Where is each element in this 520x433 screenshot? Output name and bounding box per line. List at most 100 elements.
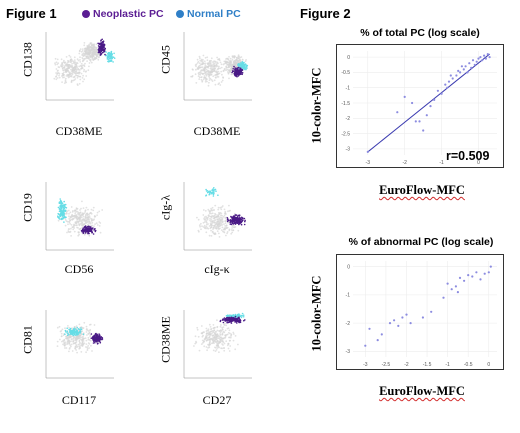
neoplastic-pc-event <box>239 67 241 69</box>
normal-pc-event <box>232 315 234 318</box>
panel-axes <box>183 182 252 251</box>
normal-pc-event <box>79 330 81 332</box>
background-event <box>231 56 234 59</box>
normal-pc-event <box>76 331 79 333</box>
neoplastic-pc-event <box>96 335 98 338</box>
panel-axes <box>45 182 114 251</box>
background-event <box>198 349 201 352</box>
data-point <box>475 60 478 63</box>
normal-pc-event <box>106 58 109 60</box>
neoplastic-pc-event <box>92 336 95 338</box>
background-event <box>222 220 224 223</box>
background-event <box>203 216 206 218</box>
data-point <box>388 322 392 325</box>
background-event <box>197 75 200 77</box>
background-event <box>205 339 208 342</box>
background-event <box>69 223 71 225</box>
background-event <box>71 214 73 217</box>
background-event <box>81 53 84 56</box>
neoplastic-pc-event <box>239 321 242 323</box>
background-event <box>216 319 218 322</box>
neoplastic-pc-events <box>97 38 106 56</box>
background-event <box>84 57 86 60</box>
flow-panel-svg <box>45 182 114 251</box>
background-event <box>233 56 236 59</box>
neoplastic-pc-event <box>241 73 243 76</box>
neoplastic-pc-event <box>237 317 239 320</box>
background-event <box>220 66 223 69</box>
background-event <box>229 345 232 347</box>
background-event <box>224 217 227 219</box>
background-event <box>225 62 227 65</box>
background-event <box>86 212 88 215</box>
background-event <box>226 61 229 63</box>
background-event <box>221 326 223 329</box>
background-event <box>59 330 62 333</box>
background-event <box>70 206 73 208</box>
background-event <box>228 336 230 339</box>
background-event <box>82 80 84 83</box>
normal-pc-event <box>113 52 115 55</box>
background-event <box>206 70 209 73</box>
background-event <box>86 44 89 47</box>
background-event <box>76 351 78 354</box>
background-event <box>221 73 223 76</box>
chart1-svg: -3 -2 -1 0 -3 -2.5 -2 -1.5 -1 -0.5 0 <box>341 51 497 166</box>
background-event <box>77 337 80 340</box>
background-event <box>205 231 208 234</box>
normal-pc-event <box>61 207 63 209</box>
data-point <box>450 288 453 291</box>
background-event <box>230 73 233 76</box>
normal-pc-event <box>71 334 74 336</box>
background-event <box>197 335 200 338</box>
background-event <box>222 330 225 333</box>
background-event <box>79 61 82 63</box>
background-event <box>208 77 211 79</box>
normal-pc-event <box>244 63 247 66</box>
background-event <box>68 54 71 57</box>
neoplastic-pc-event <box>225 318 227 320</box>
background-event <box>66 73 69 76</box>
background-event <box>219 325 222 328</box>
neoplastic-pc-event <box>98 340 100 342</box>
background-event <box>225 66 228 69</box>
background-event <box>70 81 73 84</box>
normal-pc-event <box>246 64 249 67</box>
background-event <box>70 59 72 62</box>
background-event <box>82 215 85 218</box>
background-event <box>81 342 84 344</box>
neoplastic-pc-event <box>101 51 104 54</box>
background-event <box>210 337 213 340</box>
background-event <box>98 210 101 213</box>
neoplastic-pc-event <box>236 215 239 217</box>
background-event <box>61 68 64 70</box>
background-event <box>64 337 67 340</box>
background-event <box>65 81 68 84</box>
normal-pc-events <box>64 326 85 337</box>
figure2-title: Figure 2 <box>300 6 351 21</box>
data-point <box>444 83 447 86</box>
background-event <box>216 329 219 332</box>
background-event <box>95 43 98 46</box>
background-event <box>204 338 206 340</box>
background-event <box>203 224 206 227</box>
background-event <box>96 224 99 226</box>
neoplastic-pc-event <box>222 321 225 324</box>
background-event <box>215 77 217 79</box>
background-event <box>208 332 211 334</box>
background-event <box>96 50 99 53</box>
background-event <box>71 60 74 62</box>
background-event <box>211 339 214 342</box>
background-event <box>79 338 82 340</box>
background-event <box>58 76 61 79</box>
background-event <box>213 214 216 217</box>
neoplastic-pc-event <box>86 227 88 230</box>
background-event <box>215 64 217 67</box>
background-event <box>92 206 95 209</box>
background-event <box>232 339 235 342</box>
data-point <box>484 57 487 60</box>
normal-pc-event <box>64 210 67 212</box>
background-event <box>218 341 221 344</box>
data-point <box>454 285 457 288</box>
background-event <box>241 58 244 61</box>
